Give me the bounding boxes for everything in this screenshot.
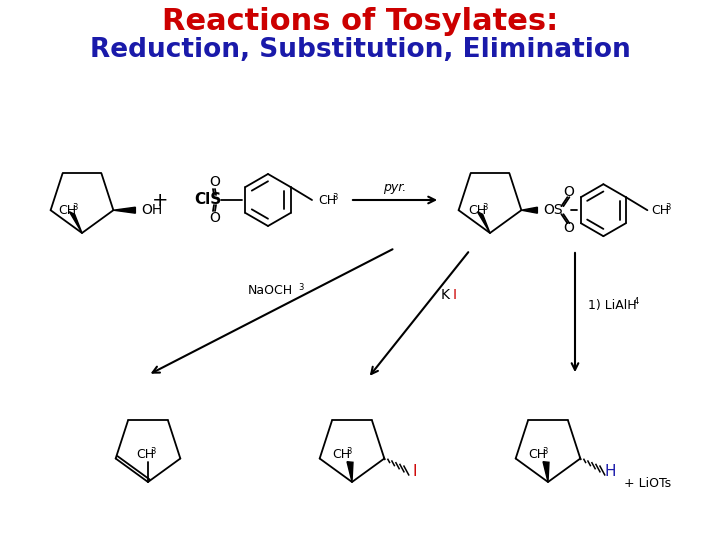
Polygon shape	[113, 207, 135, 213]
Text: Reduction, Substitution, Elimination: Reduction, Substitution, Elimination	[89, 37, 631, 63]
Text: CH: CH	[58, 205, 76, 218]
Text: NaOCH: NaOCH	[248, 284, 293, 296]
Text: 3: 3	[346, 447, 351, 456]
Text: CH: CH	[528, 448, 546, 461]
Text: +: +	[152, 191, 168, 210]
Text: I: I	[412, 464, 417, 479]
Text: CH: CH	[318, 193, 336, 206]
Text: 3: 3	[332, 192, 338, 201]
Text: pyr.: pyr.	[383, 181, 407, 194]
Text: 3: 3	[542, 447, 547, 456]
Text: 1) LiAlH: 1) LiAlH	[588, 299, 636, 312]
Text: H: H	[605, 464, 616, 479]
Text: ClS: ClS	[194, 192, 222, 207]
Polygon shape	[521, 207, 537, 213]
Text: O: O	[563, 221, 574, 235]
Text: CH: CH	[136, 448, 154, 461]
Text: CH: CH	[332, 448, 350, 461]
Text: CH: CH	[468, 205, 486, 218]
Text: CH: CH	[652, 204, 670, 217]
Text: O: O	[210, 175, 220, 189]
Text: O: O	[563, 185, 574, 199]
Text: 3: 3	[72, 204, 77, 213]
Text: I: I	[453, 288, 457, 302]
Text: 3: 3	[150, 447, 156, 456]
Text: 3: 3	[298, 282, 303, 292]
Text: O: O	[210, 211, 220, 225]
Text: 3: 3	[482, 204, 487, 213]
Polygon shape	[69, 212, 82, 233]
Polygon shape	[477, 212, 490, 233]
Text: OS: OS	[544, 203, 563, 217]
Polygon shape	[347, 462, 353, 482]
Text: K: K	[441, 288, 449, 302]
Text: 3: 3	[665, 202, 671, 212]
Text: Reactions of Tosylates:: Reactions of Tosylates:	[162, 8, 558, 37]
Text: 4: 4	[634, 298, 639, 307]
Polygon shape	[543, 462, 549, 482]
Text: + LiOTs: + LiOTs	[624, 477, 672, 490]
Text: OH: OH	[140, 203, 162, 217]
